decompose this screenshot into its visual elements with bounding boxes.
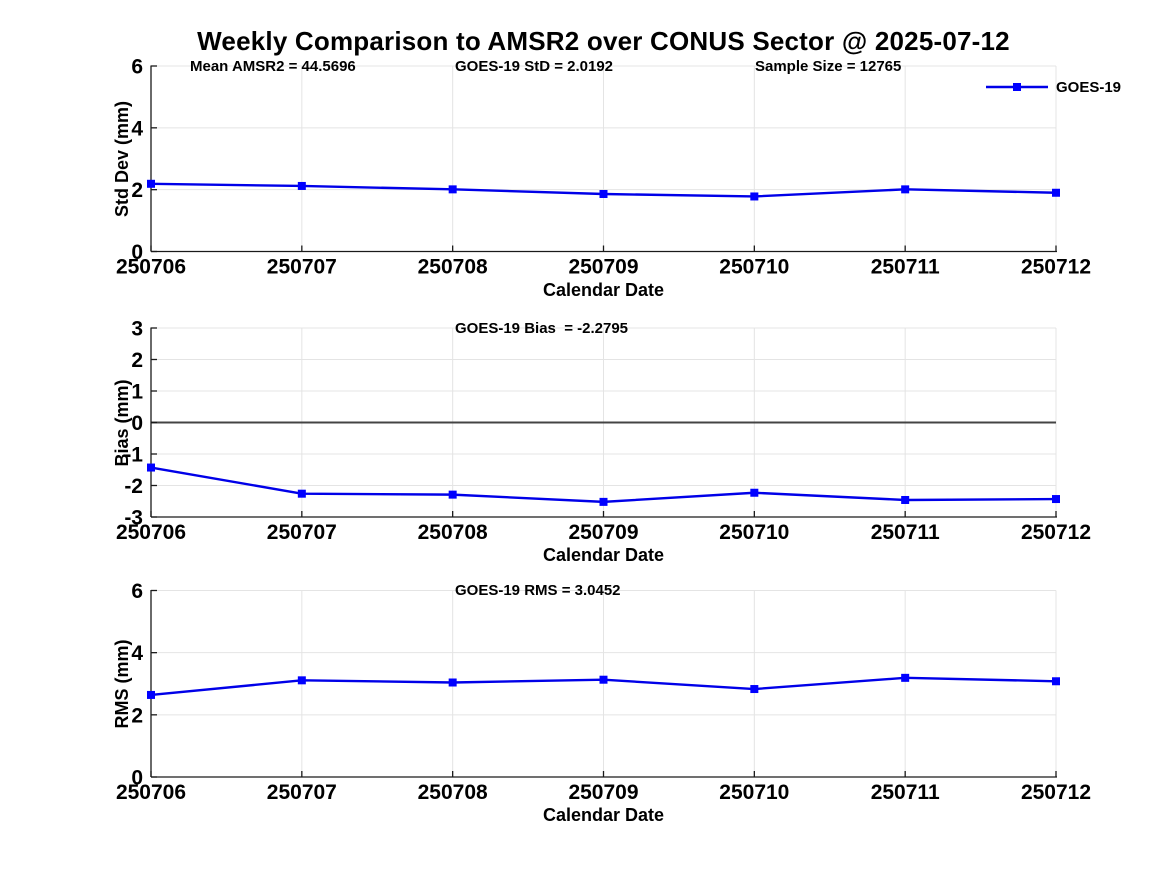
data-marker-std-dev-plot — [599, 189, 608, 198]
y-tick-label: 4 — [131, 642, 143, 665]
data-marker-rms-plot — [750, 685, 759, 694]
ylabel-bias: Bias (mm) — [112, 378, 132, 467]
annotation-goes19-rms: GOES-19 RMS = 3.0452 — [455, 582, 621, 599]
x-tick-label: 250707 — [267, 781, 337, 804]
x-tick-label: 250706 — [116, 256, 186, 279]
y-tick-label: 0 — [131, 767, 143, 790]
xlabel-calendar-date-3: Calendar Date — [542, 805, 665, 825]
data-marker-bias-plot — [1052, 495, 1060, 504]
x-tick-label: 250708 — [418, 781, 488, 804]
data-marker-std-dev-plot — [297, 181, 306, 190]
y-tick-label: 4 — [131, 117, 143, 140]
ylabel-std-dev: Std Dev (mm) — [112, 100, 132, 217]
x-tick-label: 250712 — [1021, 781, 1091, 804]
x-tick-label: 250709 — [568, 781, 638, 804]
data-marker-std-dev-plot — [901, 185, 910, 194]
x-tick-label: 250707 — [267, 256, 337, 279]
data-marker-bias-plot — [147, 463, 155, 472]
xlabel-calendar-date-2: Calendar Date — [542, 545, 665, 565]
y-tick-label: 6 — [131, 580, 143, 603]
ylabel-rms: RMS (mm) — [112, 639, 132, 729]
data-marker-rms-plot — [599, 675, 608, 684]
data-marker-rms-plot — [147, 690, 155, 699]
x-tick-label: 250708 — [418, 256, 488, 279]
x-tick-label: 250711 — [871, 521, 940, 544]
y-tick-label: 2 — [131, 704, 143, 727]
x-tick-label: 250709 — [568, 521, 638, 544]
y-tick-label: 6 — [131, 56, 143, 79]
x-tick-label: 250706 — [116, 781, 186, 804]
data-marker-std-dev-plot — [147, 179, 155, 188]
data-marker-std-dev-plot — [448, 185, 457, 194]
x-tick-label: 250711 — [871, 256, 940, 279]
legend-label: GOES-19 — [1056, 78, 1122, 96]
legend-line-icon — [986, 83, 1048, 91]
data-marker-std-dev-plot — [750, 192, 759, 201]
data-marker-bias-plot — [750, 488, 759, 497]
data-marker-std-dev-plot — [1052, 188, 1060, 197]
data-marker-rms-plot — [448, 678, 457, 687]
legend: GOES-19 — [985, 78, 1121, 96]
y-tick-label: 1 — [131, 381, 143, 404]
x-tick-label: 250708 — [418, 521, 488, 544]
x-tick-label: 250706 — [116, 521, 186, 544]
x-tick-label: 250710 — [719, 521, 789, 544]
annotation-goes19-bias: GOES-19 Bias = -2.2795 — [455, 319, 629, 337]
y-tick-label: 3 — [131, 318, 143, 341]
x-tick-label: 250707 — [267, 521, 337, 544]
data-marker-rms-plot — [901, 673, 910, 682]
x-tick-label: 250710 — [719, 781, 789, 804]
y-tick-label: 0 — [131, 241, 143, 264]
annotation-goes19-std: GOES-19 StD = 2.0192 — [455, 57, 613, 75]
data-marker-bias-plot — [448, 490, 457, 499]
data-marker-bias-plot — [599, 497, 608, 506]
chart-title: Weekly Comparison to AMSR2 over CONUS Se… — [197, 26, 1010, 56]
annotation-sample-size: Sample Size = 12765 — [755, 57, 902, 75]
data-marker-rms-plot — [1052, 677, 1060, 686]
data-marker-rms-plot — [297, 676, 306, 685]
y-tick-label: -2 — [124, 475, 143, 498]
data-marker-bias-plot — [901, 495, 910, 504]
x-tick-label: 250709 — [568, 256, 638, 279]
xlabel-calendar-date-1: Calendar Date — [542, 279, 665, 300]
x-tick-label: 250712 — [1021, 521, 1091, 544]
annotation-mean-amsr2: Mean AMSR2 = 44.5696 — [190, 57, 356, 75]
y-tick-label: -1 — [124, 444, 143, 467]
data-marker-bias-plot — [297, 489, 306, 498]
x-tick-label: 250710 — [719, 256, 789, 279]
y-tick-label: -3 — [124, 507, 143, 530]
x-tick-label: 250711 — [871, 781, 940, 804]
y-tick-label: 2 — [131, 349, 143, 372]
y-tick-label: 0 — [131, 412, 143, 435]
y-tick-label: 2 — [131, 179, 143, 202]
x-tick-label: 250712 — [1021, 256, 1091, 279]
